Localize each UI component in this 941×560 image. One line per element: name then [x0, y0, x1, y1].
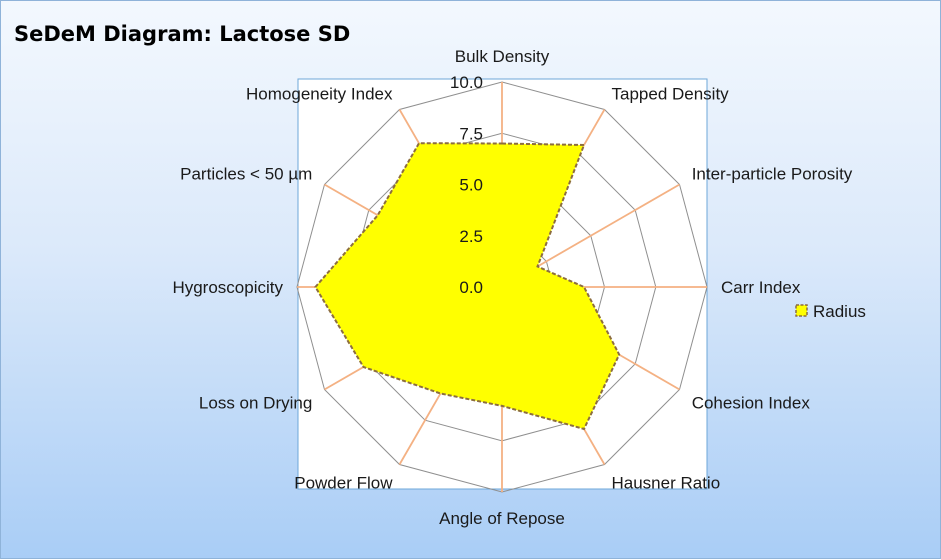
radial-tick-labels: 0.0 2.5 5.0 7.5 10.0 [450, 73, 483, 297]
axis-label-hausner-ratio: Hausner Ratio [612, 474, 721, 493]
axis-label-particles-50-m: Particles < 50 µm [180, 165, 312, 184]
legend: Radius [795, 302, 866, 321]
tick-label-1: 2.5 [459, 227, 483, 246]
axis-label-cohesion-index: Cohesion Index [692, 394, 811, 413]
tick-label-0: 0.0 [459, 278, 483, 297]
series-polygon-radius [314, 142, 621, 431]
axis-label-carr-index: Carr Index [721, 278, 801, 297]
series-radius [314, 142, 621, 431]
axis-labels: Bulk Density Tapped Density Inter-particle… [172, 47, 852, 528]
axis-label-loss-on-drying: Loss on Drying [199, 394, 312, 413]
axis-label-bulk-density: Bulk Density [455, 47, 550, 66]
axis-label-hygroscopicity: Hygroscopicity [172, 278, 283, 297]
tick-label-4: 10.0 [450, 73, 483, 92]
axis-label-tapped-density: Tapped Density [612, 84, 730, 103]
axis-label-powder-flow: Powder Flow [294, 474, 393, 493]
axis-label-homogeneity-index: Homogeneity Index [246, 84, 393, 103]
tick-label-3: 7.5 [459, 124, 483, 143]
axis-label-inter-particle-porosity: Inter-particle Porosity [692, 165, 853, 184]
chart-title: SeDeM Diagram: Lactose SD [14, 22, 350, 46]
legend-swatch-radius [795, 304, 808, 317]
legend-label-radius: Radius [813, 302, 866, 321]
tick-label-2: 5.0 [459, 176, 483, 195]
axis-label-angle-of-repose: Angle of Repose [439, 509, 565, 528]
